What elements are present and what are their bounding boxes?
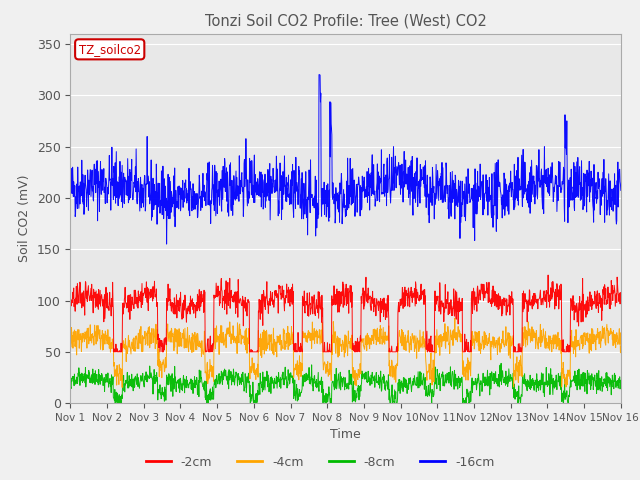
X-axis label: Time: Time <box>330 429 361 442</box>
Title: Tonzi Soil CO2 Profile: Tree (West) CO2: Tonzi Soil CO2 Profile: Tree (West) CO2 <box>205 13 486 28</box>
Legend: -2cm, -4cm, -8cm, -16cm: -2cm, -4cm, -8cm, -16cm <box>141 451 499 474</box>
Text: TZ_soilco2: TZ_soilco2 <box>79 43 141 56</box>
Y-axis label: Soil CO2 (mV): Soil CO2 (mV) <box>19 175 31 262</box>
